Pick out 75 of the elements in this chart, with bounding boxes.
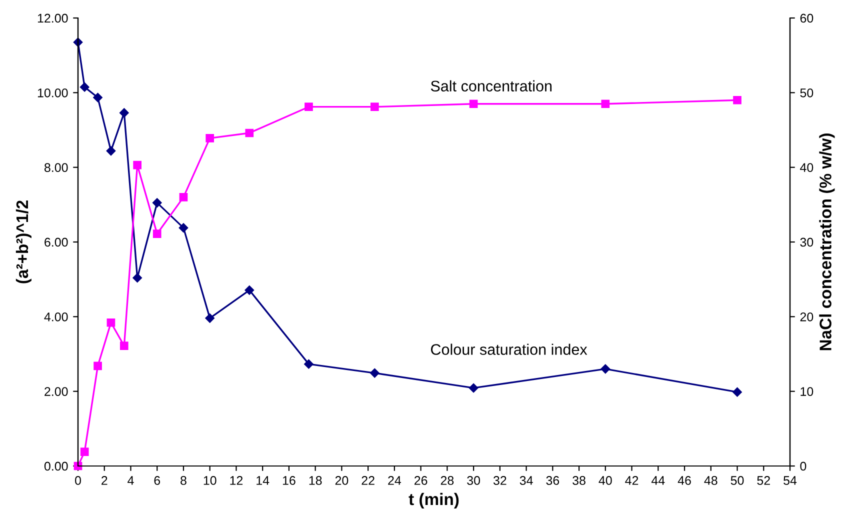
x-tick-label: 34 (520, 476, 533, 485)
point (80, 448, 89, 456)
y-tick-label: 2.00 (44, 387, 68, 396)
y2-tick-label: 40 (800, 163, 814, 172)
x-tick-label: 24 (388, 476, 402, 485)
x-tick-label: 50 (730, 476, 744, 485)
point (600, 364, 610, 374)
x-tick-label: 6 (154, 476, 160, 485)
x-tick-label: 44 (651, 476, 665, 485)
point (304, 102, 313, 112)
x-tick-label: 18 (309, 476, 322, 485)
y-tick-label: 10.00 (38, 88, 68, 98)
x-tick-label: 20 (335, 476, 348, 485)
point (205, 314, 214, 323)
x-tick-label: 22 (362, 476, 374, 485)
y2-tick-label: 50 (800, 88, 814, 98)
x-tick-label: 2 (102, 476, 108, 485)
point (179, 193, 188, 202)
point (120, 108, 129, 118)
point (732, 387, 742, 397)
y-tick-label: 4.00 (44, 312, 68, 322)
x-tick-label: 0 (75, 476, 81, 485)
point (601, 100, 610, 108)
y-tick-label: 0.00 (44, 462, 68, 471)
point (133, 160, 142, 170)
x-tick-label: 32 (493, 476, 506, 485)
point (370, 102, 379, 112)
y-tick-label: 8.00 (44, 163, 68, 172)
x-tick-label: 8 (180, 476, 186, 485)
point (93, 92, 102, 102)
x-axis-title: t (min) (408, 492, 459, 508)
x-tick-label: 12 (230, 476, 243, 485)
y-tick-label: 12.00 (38, 14, 68, 23)
y-axis-title: (a²+b²)^1/2 (16, 200, 32, 284)
x-tick-label: 42 (625, 476, 638, 485)
y2-tick-label: 30 (800, 238, 814, 247)
point (152, 198, 162, 208)
x-tick-label: 14 (256, 476, 270, 485)
point (244, 286, 254, 295)
x-tick-label: 16 (282, 476, 296, 485)
point (178, 223, 188, 232)
point (132, 273, 142, 282)
x-tick-label: 48 (704, 476, 718, 485)
x-tick-label: 26 (414, 476, 428, 485)
point (206, 134, 214, 142)
point (80, 82, 90, 92)
x-tick-label: 28 (440, 476, 454, 485)
x-tick-label: 4 (128, 476, 134, 485)
point (245, 128, 254, 138)
point (370, 368, 380, 378)
y2-tick-label: 10 (800, 387, 814, 396)
point (469, 100, 478, 108)
point (106, 318, 116, 327)
x-tick-label: 52 (757, 476, 770, 485)
y2-tick-label: 60 (800, 14, 814, 23)
point (468, 383, 478, 393)
x-tick-label: 46 (678, 476, 691, 485)
point (94, 362, 102, 370)
point (120, 342, 128, 350)
x-tick-label: 54 (784, 476, 797, 485)
y-tick-label: 6.00 (44, 238, 68, 247)
y2-axis-title: NaCl concentration (% w/w) (819, 134, 835, 350)
y2-tick-label: 20 (800, 312, 814, 322)
series-label: Colour saturation index (431, 344, 588, 355)
x-tick-label: 30 (467, 476, 480, 485)
x-tick-label: 36 (546, 476, 560, 485)
series-label: Salt concentration (430, 80, 552, 92)
x-tick-label: 38 (572, 476, 586, 485)
point (152, 230, 162, 238)
point (733, 96, 742, 104)
y2-tick-label: 0 (800, 462, 806, 471)
point (106, 146, 116, 156)
point (304, 359, 314, 369)
x-tick-label: 10 (204, 476, 216, 485)
x-tick-label: 40 (598, 476, 612, 485)
